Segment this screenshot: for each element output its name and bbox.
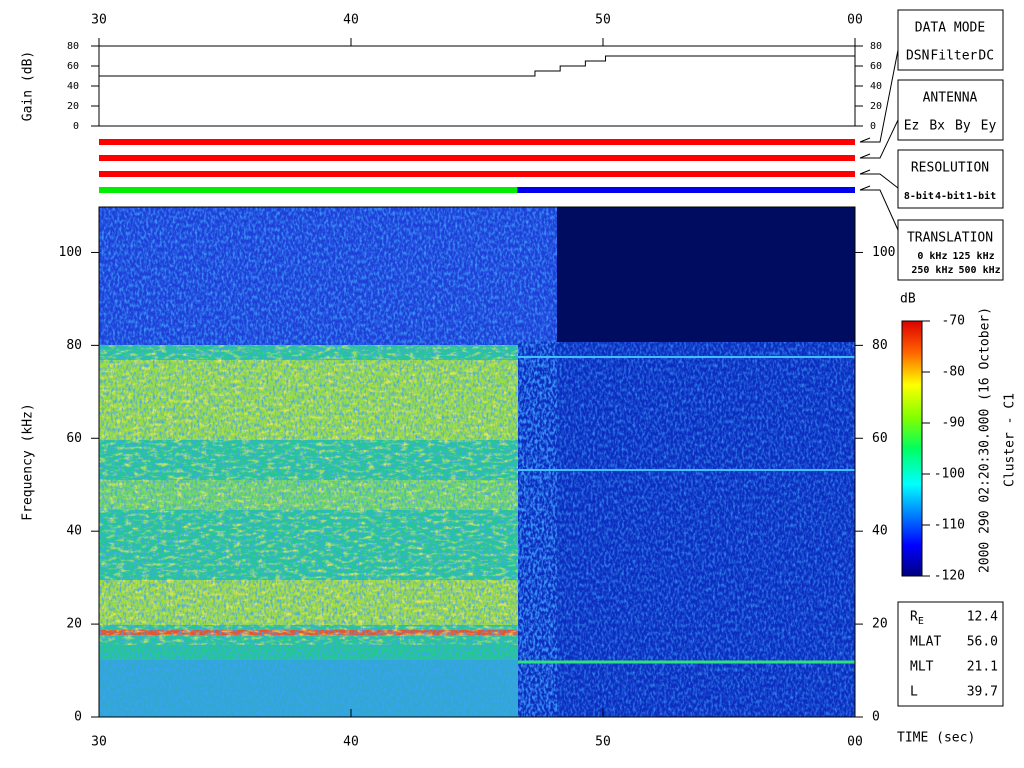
plot-frame <box>98 206 856 718</box>
x-tick-label: 30 <box>91 13 107 28</box>
legend-item: Filter <box>930 49 977 64</box>
y-tick-label: 20 <box>872 617 888 632</box>
y-tick-label: 80 <box>870 41 882 52</box>
legend-item: DC <box>978 49 994 64</box>
y-axis-label: Gain (dB) <box>21 51 36 121</box>
legend-box: TRANSLATION 0 kHz 125 kHz 250 kHz 500 kHz <box>897 219 1004 281</box>
legend-item: 4-bit <box>935 190 965 202</box>
x-tick-label: 00 <box>847 735 863 750</box>
y-tick-label: 0 <box>870 121 876 132</box>
legend-item: 250 kHz <box>911 265 953 276</box>
y-tick-label: 60 <box>66 431 82 446</box>
y-tick-label: 40 <box>66 524 82 539</box>
colorbar-tick-label: -70 <box>942 314 965 329</box>
legend-title: ANTENNA <box>923 91 978 106</box>
plot-frame <box>98 45 856 127</box>
legend-item: DSN <box>906 49 929 64</box>
connector <box>859 49 899 143</box>
status-bar <box>99 139 855 145</box>
colorbar-tick-label: -90 <box>942 416 965 431</box>
y-tick-label: 100 <box>59 245 82 260</box>
y-axis-label: Frequency (kHz) <box>21 403 36 520</box>
spacecraft-label: Cluster - C1 <box>1003 393 1018 487</box>
legend-box: DATA MODE DSN Filter DC <box>897 9 1004 71</box>
date-label: 2000 290 02:20:30.000 (16 October) <box>978 307 993 573</box>
colorbar-tick-label: -100 <box>934 467 965 482</box>
colorbar-label: dB <box>900 292 916 307</box>
y-tick-label: 100 <box>872 245 895 260</box>
y-tick-label: 20 <box>66 617 82 632</box>
x-tick-label: 40 <box>343 735 359 750</box>
ephemeris-value: 12.4 <box>967 610 998 625</box>
x-tick-label: 50 <box>595 735 611 750</box>
ephemeris-label: L <box>910 685 918 700</box>
y-tick-label: 60 <box>870 61 882 72</box>
y-tick-label: 40 <box>872 524 888 539</box>
y-tick-label: 80 <box>872 338 888 353</box>
y-tick-label: 80 <box>67 41 79 52</box>
x-tick-label: 30 <box>91 735 107 750</box>
legend-title: DATA MODE <box>915 21 985 36</box>
legend-frame <box>897 79 1004 141</box>
connector <box>859 119 899 159</box>
legend-frame <box>897 219 1004 281</box>
ephemeris-label: R <box>910 610 918 625</box>
legend-item: Ey <box>981 119 997 134</box>
gain-line <box>99 55 855 77</box>
ephemeris-label: MLAT <box>910 635 941 650</box>
legend-item: 125 kHz <box>952 251 994 262</box>
x-tick-label: 40 <box>343 13 359 28</box>
y-tick-label: 80 <box>66 338 82 353</box>
y-tick-label: 60 <box>67 61 79 72</box>
status-bar <box>99 155 855 161</box>
y-tick-label: 20 <box>870 101 882 112</box>
legend-frame <box>897 9 1004 71</box>
y-tick-label: 40 <box>870 81 882 92</box>
legend-title: TRANSLATION <box>907 231 993 246</box>
y-tick-label: 0 <box>74 710 82 725</box>
legend-item: 500 kHz <box>959 265 1001 276</box>
x-axis-label: TIME (sec) <box>897 731 975 746</box>
legend-item: By <box>955 119 971 134</box>
colorbar-tick-label: -110 <box>934 518 965 533</box>
legend-item: Bx <box>929 119 945 134</box>
legend-item: 1-bit <box>966 190 996 202</box>
legend-item: 8-bit <box>904 190 934 202</box>
ephemeris-value: 21.1 <box>967 660 998 675</box>
ephemeris-value: 39.7 <box>967 685 998 700</box>
spectrogram-image <box>99 207 855 717</box>
legend-box: RESOLUTION 8-bit 4-bit 1-bit <box>897 149 1004 209</box>
connector <box>859 185 899 231</box>
status-bar <box>99 187 518 193</box>
x-tick-label: 50 <box>595 13 611 28</box>
legend-frame <box>897 149 1004 209</box>
ephemeris-label: MLT <box>910 660 934 675</box>
y-tick-label: 60 <box>872 431 888 446</box>
colorbar-tick-label: -120 <box>934 569 965 584</box>
connector <box>859 169 899 189</box>
x-tick-label: 00 <box>847 13 863 28</box>
legend-item: Ez <box>904 119 920 134</box>
y-tick-label: 40 <box>67 81 79 92</box>
status-bar <box>517 187 855 193</box>
ephemeris-frame <box>897 601 1004 707</box>
ephemeris-sub: E <box>918 616 924 627</box>
y-tick-label: 0 <box>872 710 880 725</box>
colorbar-tick-label: -80 <box>942 365 965 380</box>
legend-title: RESOLUTION <box>911 161 989 176</box>
y-tick-label: 0 <box>73 121 79 132</box>
status-bar <box>99 171 855 177</box>
y-tick-label: 20 <box>67 101 79 112</box>
ephemeris-value: 56.0 <box>967 635 998 650</box>
colorbar <box>901 320 923 577</box>
legend-item: 0 kHz <box>917 251 947 262</box>
